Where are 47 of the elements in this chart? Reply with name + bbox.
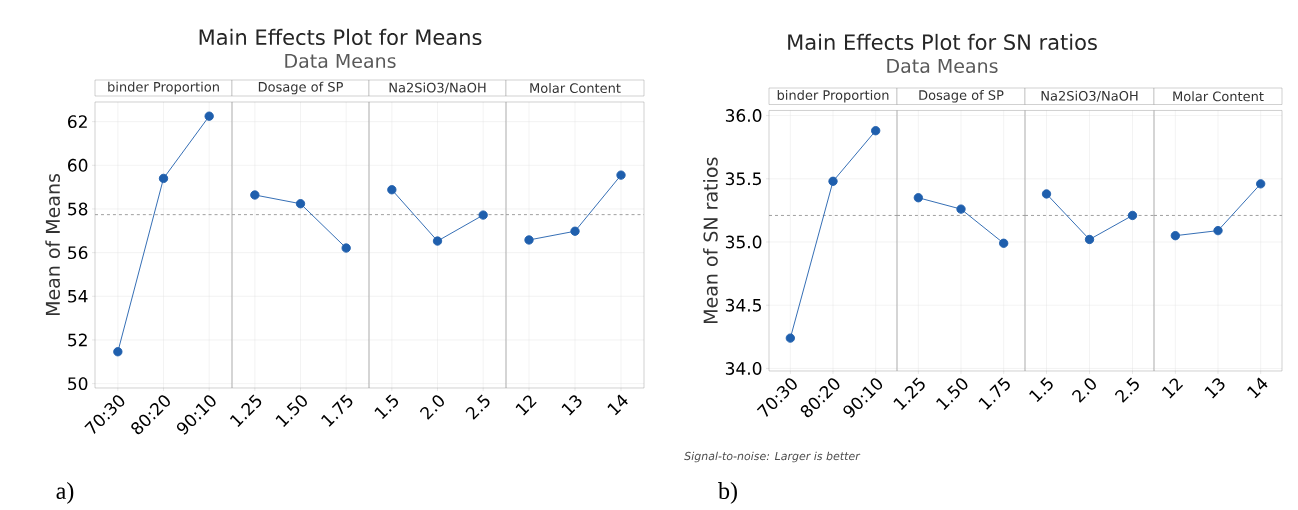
y-tick-label: 50: [68, 377, 88, 391]
y-tick-label: 34.0: [725, 362, 762, 375]
text: a): [56, 482, 74, 504]
x-tick-label: 2.5: [465, 394, 490, 420]
x-tick-label: 13: [1204, 378, 1225, 399]
chart-title: binder Proportion: [777, 89, 889, 103]
text: Main Effects Plot for SN ratios: [788, 33, 1097, 51]
point: [785, 333, 795, 343]
x-tick-label: 1.5: [374, 394, 399, 420]
y-tick-label: 54: [68, 289, 88, 303]
point: [113, 347, 123, 357]
chart-title: Dosage of SP: [919, 89, 1004, 103]
text: Signal-to-noise: Larger is better: [684, 451, 861, 463]
y-tick-label: 52: [68, 333, 87, 347]
chart-title: binder Proportion: [108, 81, 219, 95]
chart-title: Dosage of SP: [258, 81, 343, 95]
y-tick-label: 35.0: [725, 235, 762, 249]
y-tick-label: 34.5: [725, 298, 761, 312]
point: [871, 126, 881, 136]
chart-title: Na2SiO3/NaOH: [389, 82, 486, 94]
chart-title: Na2SiO3/NaOH: [1041, 90, 1138, 102]
point: [828, 176, 838, 186]
y-axis-title: Mean of Means: [45, 174, 61, 316]
x-tick-label: 1.5: [1029, 377, 1053, 403]
text: Data Means: [285, 53, 396, 69]
x-tick-label: 2.5: [1114, 377, 1139, 403]
point: [204, 111, 214, 121]
y-tick-label: 56: [68, 246, 88, 260]
y-tick-label: 58: [68, 202, 88, 216]
text: Main Effects Plot for Means: [199, 28, 482, 46]
point: [158, 173, 169, 184]
text: Data Means: [887, 58, 998, 74]
chart-title: Molar Content: [1173, 91, 1264, 102]
y-tick-label: 36.0: [725, 109, 762, 122]
chart-title: Molar Content: [530, 82, 621, 94]
y-tick-label: 35.5: [725, 172, 761, 186]
x-tick-label: 2.0: [419, 395, 444, 420]
x-tick-label: 13: [561, 395, 582, 416]
x-tick-label: 12: [1161, 378, 1184, 399]
x-tick-label: 14: [1247, 377, 1268, 399]
y-tick-label: 62: [68, 115, 87, 129]
text: b): [718, 482, 737, 504]
x-tick-label: 12: [515, 395, 537, 416]
x-tick-label: 14: [607, 394, 628, 416]
x-tick-label: 2.0: [1071, 378, 1096, 403]
y-tick-label: 60: [68, 158, 88, 172]
y-axis-title: Mean of SN ratios: [703, 157, 718, 323]
